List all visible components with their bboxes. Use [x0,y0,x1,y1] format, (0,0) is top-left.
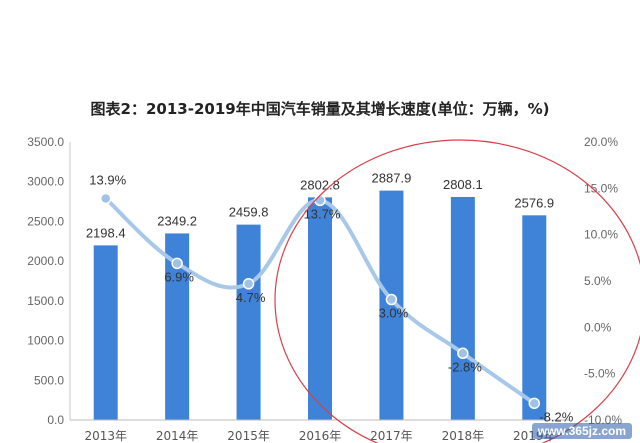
left-axis-tick-label: 3000.0 [27,175,64,189]
growth-point [99,192,112,205]
bar [522,215,547,420]
line-value-label: 13.7% [304,206,341,221]
site-watermark: www.365jz.com [531,423,632,439]
growth-point [242,278,255,290]
line-value-label: 3.0% [379,306,409,321]
line-value-label: -2.8% [448,359,482,374]
left-axis-tick-label: 2500.0 [27,214,64,228]
blank-header [0,0,640,62]
x-axis-tick-label: 2015年 [227,429,270,443]
line-value-label: -8.2% [539,409,573,424]
x-axis-tick-label: 2016年 [299,429,342,443]
bar [93,245,118,420]
chart-title: 图表2：2013-2019年中国汽车销量及其增长速度(单位：万辆，%) [90,100,550,118]
bar-value-label: 2349.2 [157,213,197,228]
right-axis-tick-label: 10.0% [584,228,618,242]
x-axis-tick-label: 2018年 [442,429,485,443]
bar-value-label: 2459.8 [229,205,269,220]
bar [450,196,475,420]
left-axis-tick-label: 3500.0 [27,135,64,149]
right-axis-tick-label: 0.0% [584,320,612,334]
right-axis-tick-label: 15.0% [584,181,618,195]
x-axis-tick-label: 2013年 [84,429,127,443]
right-axis-tick-label: 20.0% [584,135,618,149]
bar-value-label: 2887.9 [372,171,412,186]
x-axis-tick-label: 2017年 [370,429,413,443]
line-value-label: 13.9% [89,173,126,188]
left-axis-tick-label: 1500.0 [27,294,64,308]
bar-value-label: 2198.4 [86,225,126,240]
line-value-label: 6.9% [164,269,194,284]
growth-point [528,397,541,410]
bar-value-label: 2576.9 [514,195,554,210]
bar [236,224,261,420]
left-axis-tick-label: 500.0 [34,373,64,387]
line-value-label: 4.7% [236,290,266,305]
growth-point [314,194,326,207]
bar-value-label: 2802.8 [300,177,340,192]
left-axis-tick-label: 1000.0 [27,334,64,348]
right-axis-tick-label: 5.0% [584,274,612,288]
x-axis-tick-label: 2014年 [156,429,199,443]
left-axis-tick-label: 2000.0 [27,254,64,268]
right-axis-tick-label: -5.0% [584,367,616,381]
growth-point [457,347,469,360]
growth-point [171,257,183,270]
left-axis-tick-label: 0.0 [47,413,64,427]
bar [308,197,332,420]
growth-point [385,293,398,306]
bar-value-label: 2808.1 [443,177,483,192]
highlight-ellipse [274,139,640,443]
